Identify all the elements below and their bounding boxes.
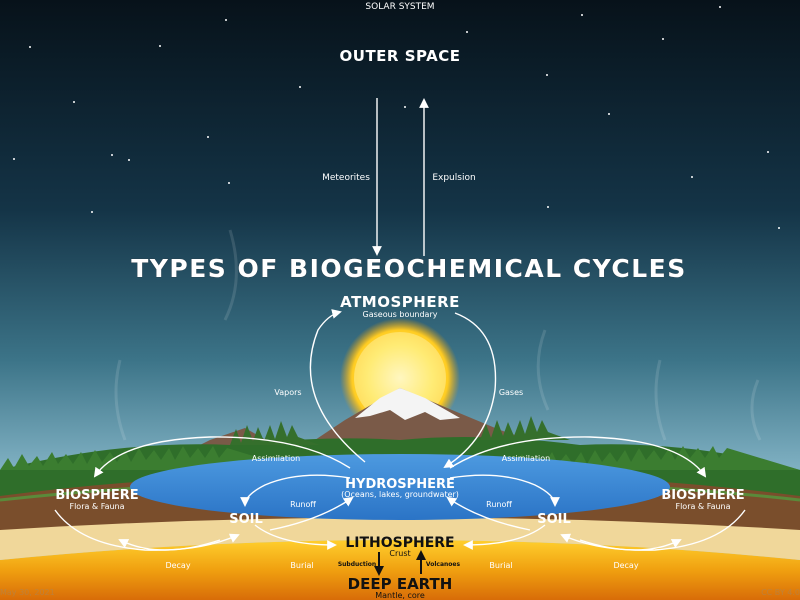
outer-space-label: OUTER SPACE [340, 47, 461, 65]
subduction-label: Subduction [338, 561, 376, 568]
assimilation-left-arrow [93, 436, 351, 478]
atmosphere-subtitle: Gaseous boundary [363, 310, 438, 319]
deep-earth-layer [0, 540, 800, 600]
soil-right-return-arrow [446, 496, 531, 531]
biosphere-left-subtitle: Flora & Fauna [69, 502, 124, 511]
decay-left-arrow [118, 539, 221, 551]
overlay-title: TYPES OF BIOGEOCHEMICAL CYCLES [131, 254, 687, 283]
runoff-right-arrow [449, 474, 560, 507]
decay-left-label: Decay [165, 561, 190, 570]
biosphere-right-down-arrow [560, 509, 746, 551]
gases-arrow [443, 312, 497, 469]
runoff-left-label: Runoff [290, 500, 316, 509]
lithosphere-title: LITHOSPHERE [345, 535, 454, 551]
burial-right-label: Burial [489, 561, 512, 570]
hydrosphere-subtitle: (Oceans, lakes, groundwater) [341, 490, 459, 499]
stars [13, 6, 780, 229]
corner-license: CC BY 4.0 [761, 588, 800, 597]
soil-left-return-arrow [269, 496, 354, 531]
expulsion-label: Expulsion [432, 173, 475, 183]
smoke-wisps [114, 229, 762, 441]
biosphere-left-title: BIOSPHERE [55, 488, 138, 503]
deep-earth-subtitle: Mantle, core [375, 591, 425, 600]
biosphere-right-subtitle: Flora & Fauna [675, 502, 730, 511]
decay-right-arrow [579, 539, 682, 551]
vapors-label: Vapors [274, 388, 301, 397]
meteorites-label: Meteorites [322, 173, 370, 183]
runoff-right-label: Runoff [486, 500, 512, 509]
soil-left-label: SOIL [229, 512, 263, 527]
runoff-left-arrow [240, 474, 351, 507]
soil-right-label: SOIL [537, 512, 571, 527]
core-arrows [374, 550, 426, 576]
lithosphere-layer [0, 510, 800, 560]
solar-system-label: SOLAR SYSTEM [365, 2, 434, 12]
decay-right-label: Decay [613, 561, 638, 570]
biosphere-left-down-arrow [54, 509, 240, 551]
biosphere-right-title: BIOSPHERE [661, 488, 744, 503]
vapors-arrow [309, 309, 366, 463]
atmosphere-title: ATMOSPHERE [340, 293, 460, 311]
burial-left-label: Burial [290, 561, 313, 570]
burial-left-arrow [254, 524, 337, 550]
gases-label: Gases [499, 388, 523, 397]
corner-date: May 30, 2021 [0, 588, 55, 597]
ocean [130, 454, 670, 520]
volcanoes-label: Volcanoes [426, 561, 461, 568]
deep-earth-title: DEEP EARTH [348, 575, 453, 593]
lithosphere-subtitle: Crust [389, 549, 410, 558]
burial-right-arrow [463, 524, 546, 550]
assimilation-right-label: Assimilation [502, 454, 551, 463]
assimilation-left-label: Assimilation [252, 454, 301, 463]
flow-arrows [54, 98, 746, 551]
hydrosphere-title: HYDROSPHERE [345, 477, 455, 492]
assimilation-right-arrow [449, 436, 707, 478]
